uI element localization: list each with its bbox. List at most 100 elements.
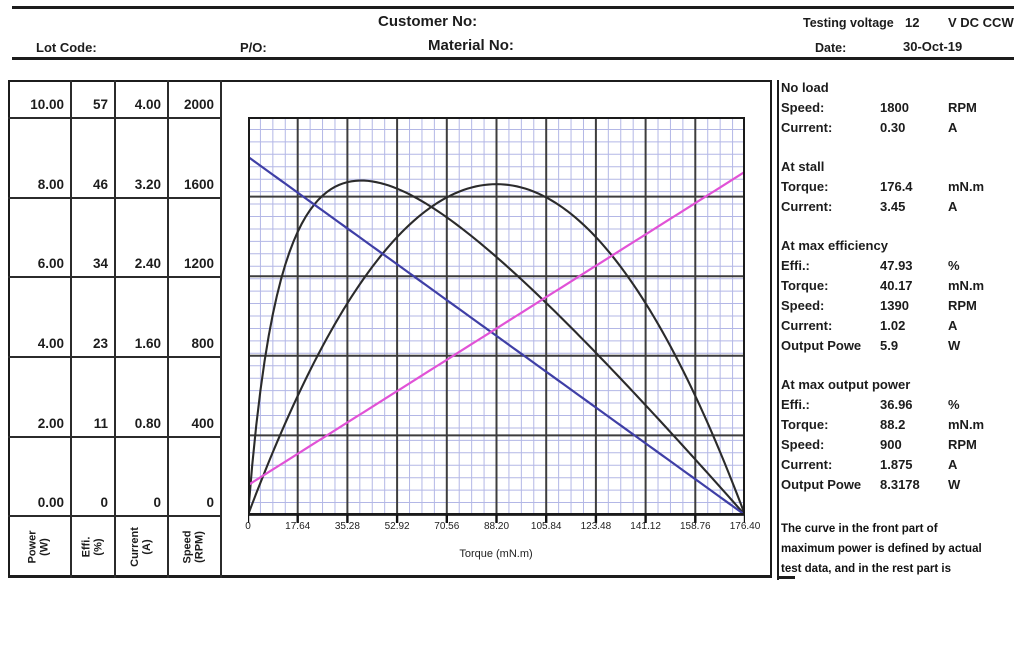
testing-voltage-value: 12	[905, 15, 920, 30]
result-unit: A	[948, 318, 958, 333]
result-value: 900	[880, 437, 902, 452]
result-label: Speed:	[781, 437, 825, 452]
scale-value: 57	[92, 97, 108, 112]
material-no-label: Material No:	[428, 37, 514, 54]
result-section-title: At max output power	[781, 377, 911, 392]
result-label: Current:	[781, 120, 833, 135]
date-label: Date:	[815, 41, 847, 55]
scale-value: 400	[191, 416, 214, 431]
result-label: Current:	[781, 199, 833, 214]
date-value: 30-Oct-19	[903, 39, 963, 54]
x-tick-label: 52.92	[384, 521, 410, 532]
table-vline	[167, 80, 169, 578]
x-tick-label: 17.64	[285, 521, 311, 532]
x-tick-label: 70.56	[434, 521, 460, 532]
result-label: Output Powe	[781, 477, 862, 492]
testing-voltage-unit: V DC CCW	[948, 15, 1014, 30]
result-unit: A	[948, 120, 958, 135]
scale-value: 8.00	[37, 177, 64, 192]
efficiency-curve	[248, 179, 745, 517]
result-value: 1390	[880, 298, 909, 313]
note-line: test data, and in the rest part is	[781, 563, 951, 575]
result-value: 0.30	[880, 120, 906, 135]
result-label: Torque:	[781, 278, 829, 293]
result-value: 1.02	[880, 318, 906, 333]
scale-axis-label: Current (A)	[128, 527, 153, 567]
scale-value: 1.60	[134, 336, 161, 351]
x-tick-label: 35.28	[334, 521, 360, 532]
scale-value: 2.00	[37, 416, 64, 431]
x-tick-label: 123.48	[580, 521, 612, 532]
current-curve	[248, 170, 745, 487]
table-vline	[114, 80, 116, 578]
result-section-title: No load	[781, 80, 829, 95]
header-bottom-rule	[12, 57, 1014, 60]
result-value: 47.93	[880, 258, 913, 273]
result-value: 8.3178	[880, 477, 920, 492]
scale-value: 4.00	[134, 97, 161, 112]
results-panel-separator	[777, 80, 779, 580]
x-tick-label: 88.20	[483, 521, 510, 532]
lot-code-label: Lot Code:	[36, 40, 97, 55]
result-unit: W	[948, 477, 961, 492]
result-section-title: At max efficiency	[781, 238, 888, 253]
scale-value: 3.20	[134, 177, 161, 192]
table-hline	[8, 436, 222, 438]
scale-value: 46	[92, 177, 108, 192]
axis-scale-table: 10.00 8.00 6.00 4.00 2.00 0.00 Power (W) 57 46 3…	[8, 80, 222, 578]
result-unit: A	[948, 457, 958, 472]
scale-axis-label: Speed (RPM)	[181, 530, 206, 564]
result-label: Output Powe	[781, 338, 862, 353]
x-tick-label: 105.84	[530, 521, 562, 532]
result-label: Speed:	[781, 100, 825, 115]
result-unit: RPM	[948, 437, 977, 452]
bottom-rule-segment	[777, 576, 795, 579]
power-curve	[248, 183, 745, 517]
result-value: 1.875	[880, 457, 913, 472]
scale-value: 1600	[183, 177, 214, 192]
note-line: The curve in the front part of	[781, 523, 938, 535]
x-tick-label: 141.12	[630, 521, 661, 532]
torque-performance-chart	[248, 117, 745, 523]
table-vline	[70, 80, 72, 578]
x-tick-label: 176.40	[729, 521, 761, 532]
scale-value: 1200	[183, 256, 214, 271]
scale-axis-label: Effi. (%)	[80, 536, 104, 558]
x-tick-label: 158.76	[680, 521, 711, 532]
result-unit: mN.m	[948, 417, 985, 432]
table-hline	[8, 356, 222, 358]
scale-value: 2000	[183, 97, 214, 112]
scale-value: 10.00	[30, 97, 64, 112]
scale-value: 0	[153, 495, 161, 510]
result-unit: mN.m	[948, 179, 985, 194]
table-vline	[220, 80, 222, 578]
result-label: Current:	[781, 318, 833, 333]
speed-curve	[248, 155, 745, 517]
result-label: Effi.:	[781, 258, 810, 273]
scale-value: 0	[100, 495, 108, 510]
result-unit: A	[948, 199, 958, 214]
scale-value: 0.80	[134, 416, 161, 431]
result-unit: mN.m	[948, 278, 985, 293]
result-unit: %	[948, 397, 960, 412]
x-tick-label: 0	[245, 521, 251, 532]
scale-value: 4.00	[37, 336, 64, 351]
result-label: Speed:	[781, 298, 825, 313]
scale-value: 800	[191, 336, 214, 351]
result-unit: W	[948, 338, 961, 353]
result-value: 5.9	[880, 338, 899, 353]
table-hline	[8, 276, 222, 278]
testing-voltage-label: Testing voltage	[803, 16, 894, 30]
result-value: 1800	[880, 100, 909, 115]
po-label: P/O:	[240, 40, 267, 55]
table-hline	[8, 515, 222, 517]
scale-value: 2.40	[134, 256, 161, 271]
scale-axis-label: Power (W)	[26, 530, 51, 564]
scale-value: 23	[92, 336, 108, 351]
table-hline	[8, 197, 222, 199]
scale-value: 34	[92, 256, 108, 271]
result-value: 176.4	[880, 179, 913, 194]
result-value: 88.2	[880, 417, 906, 432]
result-unit: %	[948, 258, 960, 273]
